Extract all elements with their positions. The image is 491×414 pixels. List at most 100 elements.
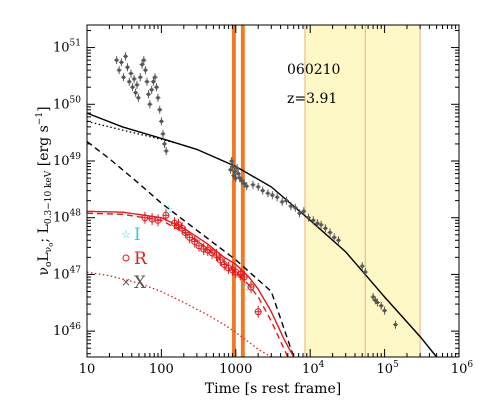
data-point — [158, 117, 164, 126]
y-label-unit-close: ] — [36, 106, 52, 111]
data-point — [135, 93, 141, 102]
data-point — [301, 207, 307, 216]
point-marker — [156, 96, 160, 100]
point-marker — [235, 166, 239, 170]
data-point — [244, 182, 250, 191]
point-marker — [145, 80, 149, 84]
data-point: ☆ — [241, 281, 251, 294]
point-marker — [232, 174, 236, 178]
y-label-band: 0.3−10 keV — [44, 170, 54, 224]
data-point — [171, 217, 179, 230]
data-point — [195, 239, 203, 252]
y-tick-exponent: 46 — [70, 322, 82, 332]
data-point — [147, 100, 153, 109]
series-line — [86, 141, 295, 358]
data-point — [118, 58, 124, 67]
data-point — [250, 180, 256, 189]
x-tick-label: 106 — [451, 360, 474, 377]
data-point — [181, 226, 189, 239]
point-marker — [136, 96, 140, 100]
point-marker — [117, 68, 121, 72]
data-point — [145, 90, 151, 99]
shaded-band — [304, 25, 421, 357]
point-marker — [280, 200, 284, 204]
point-marker — [186, 233, 194, 241]
data-point — [220, 258, 228, 271]
data-point — [255, 182, 261, 191]
point-marker — [230, 159, 234, 163]
point-marker — [132, 77, 136, 81]
data-point — [335, 236, 341, 245]
x-tick-label: 1000 — [219, 362, 252, 377]
point-marker — [360, 264, 364, 268]
point-marker — [143, 68, 147, 72]
x-axis-label: Time [s rest frame] — [205, 381, 341, 397]
data-point — [288, 202, 294, 211]
y-tick-label: 1046 — [53, 322, 81, 339]
legend: ☆ IR× X — [121, 225, 148, 293]
data-point — [374, 298, 380, 307]
data-point — [331, 233, 337, 242]
y-tick-exponent: 48 — [70, 209, 82, 219]
point-marker — [336, 238, 340, 242]
data-point — [269, 191, 275, 200]
point-marker — [247, 283, 255, 291]
series-line — [86, 112, 438, 358]
data-point — [191, 235, 199, 248]
data-point — [279, 197, 285, 206]
point-marker — [261, 189, 265, 193]
data-point — [314, 219, 320, 228]
point-marker — [154, 216, 162, 224]
data-point — [186, 231, 194, 244]
vertical-bar — [240, 25, 245, 357]
point-marker — [254, 308, 262, 316]
y-tick-label: 1050 — [53, 95, 81, 112]
data-point — [114, 56, 120, 65]
point-marker — [129, 71, 133, 75]
y-tick-exponent: 47 — [70, 265, 82, 275]
y-label-sub-o2: o — [47, 243, 55, 247]
legend-label: I — [134, 225, 141, 245]
y-label-L2: ; L — [36, 224, 52, 242]
point-marker — [216, 256, 224, 264]
data-point — [160, 129, 166, 138]
data-point — [318, 220, 324, 229]
point-marker — [293, 206, 297, 210]
data-point — [265, 189, 271, 198]
point-marker — [122, 75, 126, 79]
point-marker — [284, 199, 288, 203]
point-marker — [234, 176, 238, 180]
point-marker — [148, 102, 152, 106]
data-point — [234, 164, 240, 173]
y-tick-exponent: 49 — [70, 152, 82, 162]
point-marker — [134, 91, 138, 95]
data-point — [229, 156, 235, 165]
data-point — [131, 74, 137, 83]
point-marker — [115, 58, 119, 62]
legend-marker: × — [121, 275, 131, 289]
data-point — [128, 69, 134, 78]
point-marker — [162, 211, 170, 219]
legend-label: R — [134, 249, 148, 269]
data-point — [230, 162, 236, 171]
point-marker — [328, 230, 332, 234]
data-point: ☆ — [164, 203, 174, 216]
point-marker — [242, 182, 246, 186]
axis-ticks — [87, 25, 459, 357]
point-marker — [146, 92, 150, 96]
data-point — [254, 305, 262, 318]
data-point — [154, 83, 160, 92]
point-marker — [158, 108, 162, 112]
data-point — [247, 281, 255, 294]
point-marker — [311, 218, 315, 222]
point-marker — [307, 216, 311, 220]
y-label-nu: ν — [36, 267, 52, 276]
y-label-sub-o: o — [44, 262, 54, 267]
data-point — [163, 147, 169, 156]
x-tick-label: 104 — [302, 360, 325, 377]
point-marker — [161, 132, 165, 136]
data-point — [235, 169, 241, 178]
point-marker — [153, 75, 157, 79]
point-marker — [208, 249, 216, 257]
